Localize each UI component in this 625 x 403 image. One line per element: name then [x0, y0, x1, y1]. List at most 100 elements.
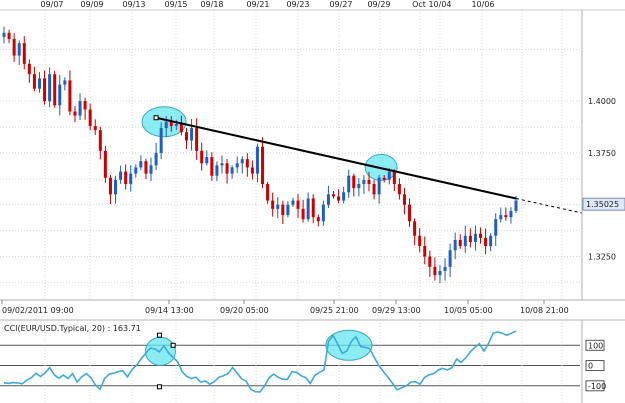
candle-body	[301, 208, 305, 220]
trendline[interactable]	[155, 116, 517, 200]
candle-body	[164, 121, 168, 129]
candle-body	[129, 173, 133, 184]
candle-body	[114, 179, 118, 195]
candle-body	[438, 271, 442, 276]
candle-body	[337, 196, 341, 201]
price-tick-label: 1.4000	[588, 97, 616, 106]
candle-body	[428, 256, 432, 267]
candle-body	[479, 233, 483, 238]
cci-level-axis: 100 0 -100	[585, 339, 606, 392]
candle-body	[271, 200, 275, 209]
candle-body	[321, 204, 325, 222]
candle-body	[154, 152, 158, 166]
cci-marker-handle[interactable]	[170, 342, 176, 348]
candle-body	[286, 204, 290, 216]
time-axis-label: 09/25 21:00	[310, 306, 359, 315]
candle-body	[17, 43, 21, 56]
candle-body	[93, 126, 97, 131]
cci-level-box	[585, 380, 605, 392]
candle-body	[306, 198, 310, 220]
candle-body	[494, 219, 498, 236]
top-date-label: 10/06	[471, 0, 494, 9]
candle-body	[509, 210, 513, 218]
candle-body	[357, 184, 361, 189]
time-axis-label: 09/29 13:00	[372, 306, 421, 315]
bottom-time-axis: 09/02/2011 09:00 09/14 13:00 09/20 05:00 09…	[1, 300, 569, 315]
cci-title: CCI(EUR/USD.Typical, 20) : 163.71	[4, 324, 141, 333]
trendline-anchor-handle[interactable]	[153, 115, 159, 121]
top-date-axis: 09/07 09/09 09/13 09/15 09/18 09/21 09/23 09/27…	[40, 0, 494, 9]
candlestick-series	[2, 26, 518, 284]
candle-body	[453, 239, 457, 251]
candle-body	[372, 184, 376, 195]
candle-body	[281, 204, 285, 216]
top-date-label: Oct	[412, 0, 426, 9]
candle-body	[215, 165, 219, 176]
candle-body	[32, 74, 36, 89]
price-tick-label: 1.3750	[588, 149, 616, 158]
candle-body	[83, 101, 87, 110]
candle-body	[418, 235, 422, 247]
cci-level-label: 0	[588, 362, 593, 371]
candle-body	[276, 204, 280, 209]
candle-body	[392, 171, 396, 184]
candle-body	[402, 194, 406, 205]
cci-marker-handle[interactable]	[156, 332, 162, 338]
candle-body	[200, 150, 204, 164]
candle-body	[255, 146, 259, 174]
candle-body	[159, 128, 163, 153]
candle-body	[291, 200, 295, 205]
cci-level-label: 100	[588, 341, 603, 350]
candle-body	[58, 84, 62, 106]
candle-body	[377, 177, 381, 195]
candle-body	[235, 163, 239, 168]
candle-body	[124, 171, 128, 184]
candle-body	[433, 266, 437, 276]
candle-body	[387, 171, 391, 180]
candle-body	[179, 123, 183, 133]
highlight-ellipse-first-touch	[141, 106, 187, 138]
last-price-box	[582, 197, 625, 211]
trendline-extension[interactable]	[515, 198, 583, 214]
candle-body	[250, 167, 254, 174]
cci-level-label: -100	[588, 382, 606, 391]
time-axis-label: 09/20 05:00	[220, 306, 269, 315]
cci-marker-handle[interactable]	[156, 384, 162, 390]
candle-body	[499, 215, 503, 220]
top-date-label: 09/13	[122, 0, 145, 9]
candle-body	[190, 128, 194, 141]
cci-level-box	[585, 360, 605, 372]
time-axis-label: 10/08 21:00	[520, 306, 569, 315]
top-date-label: 09/23	[286, 0, 309, 9]
candle-body	[225, 163, 229, 174]
cci-line-group	[3, 330, 517, 393]
candle-body	[220, 163, 224, 166]
candle-body	[27, 63, 31, 75]
candle-body	[53, 74, 57, 106]
candle-body	[169, 121, 173, 126]
candle-body	[240, 159, 244, 164]
candle-body	[12, 39, 16, 56]
trendline-group[interactable]	[153, 115, 583, 214]
top-date-label: 10/04	[428, 0, 451, 9]
candle-body	[174, 123, 178, 126]
candle-body	[230, 167, 234, 174]
candle-body	[266, 184, 270, 201]
candle-body	[195, 128, 199, 151]
candle-body	[397, 184, 401, 195]
candle-body	[139, 161, 143, 168]
candle-body	[7, 32, 11, 39]
candle-body	[134, 167, 138, 174]
candle-body	[468, 235, 472, 242]
time-axis-label: 09/14 13:00	[145, 306, 194, 315]
candle-body	[48, 74, 52, 102]
candle-body	[78, 101, 82, 116]
candle-body	[362, 179, 366, 184]
candle-body	[484, 237, 488, 247]
candle-body	[504, 215, 508, 218]
candle-body	[326, 194, 330, 205]
candle-body	[352, 175, 356, 189]
candle-body	[316, 217, 320, 222]
